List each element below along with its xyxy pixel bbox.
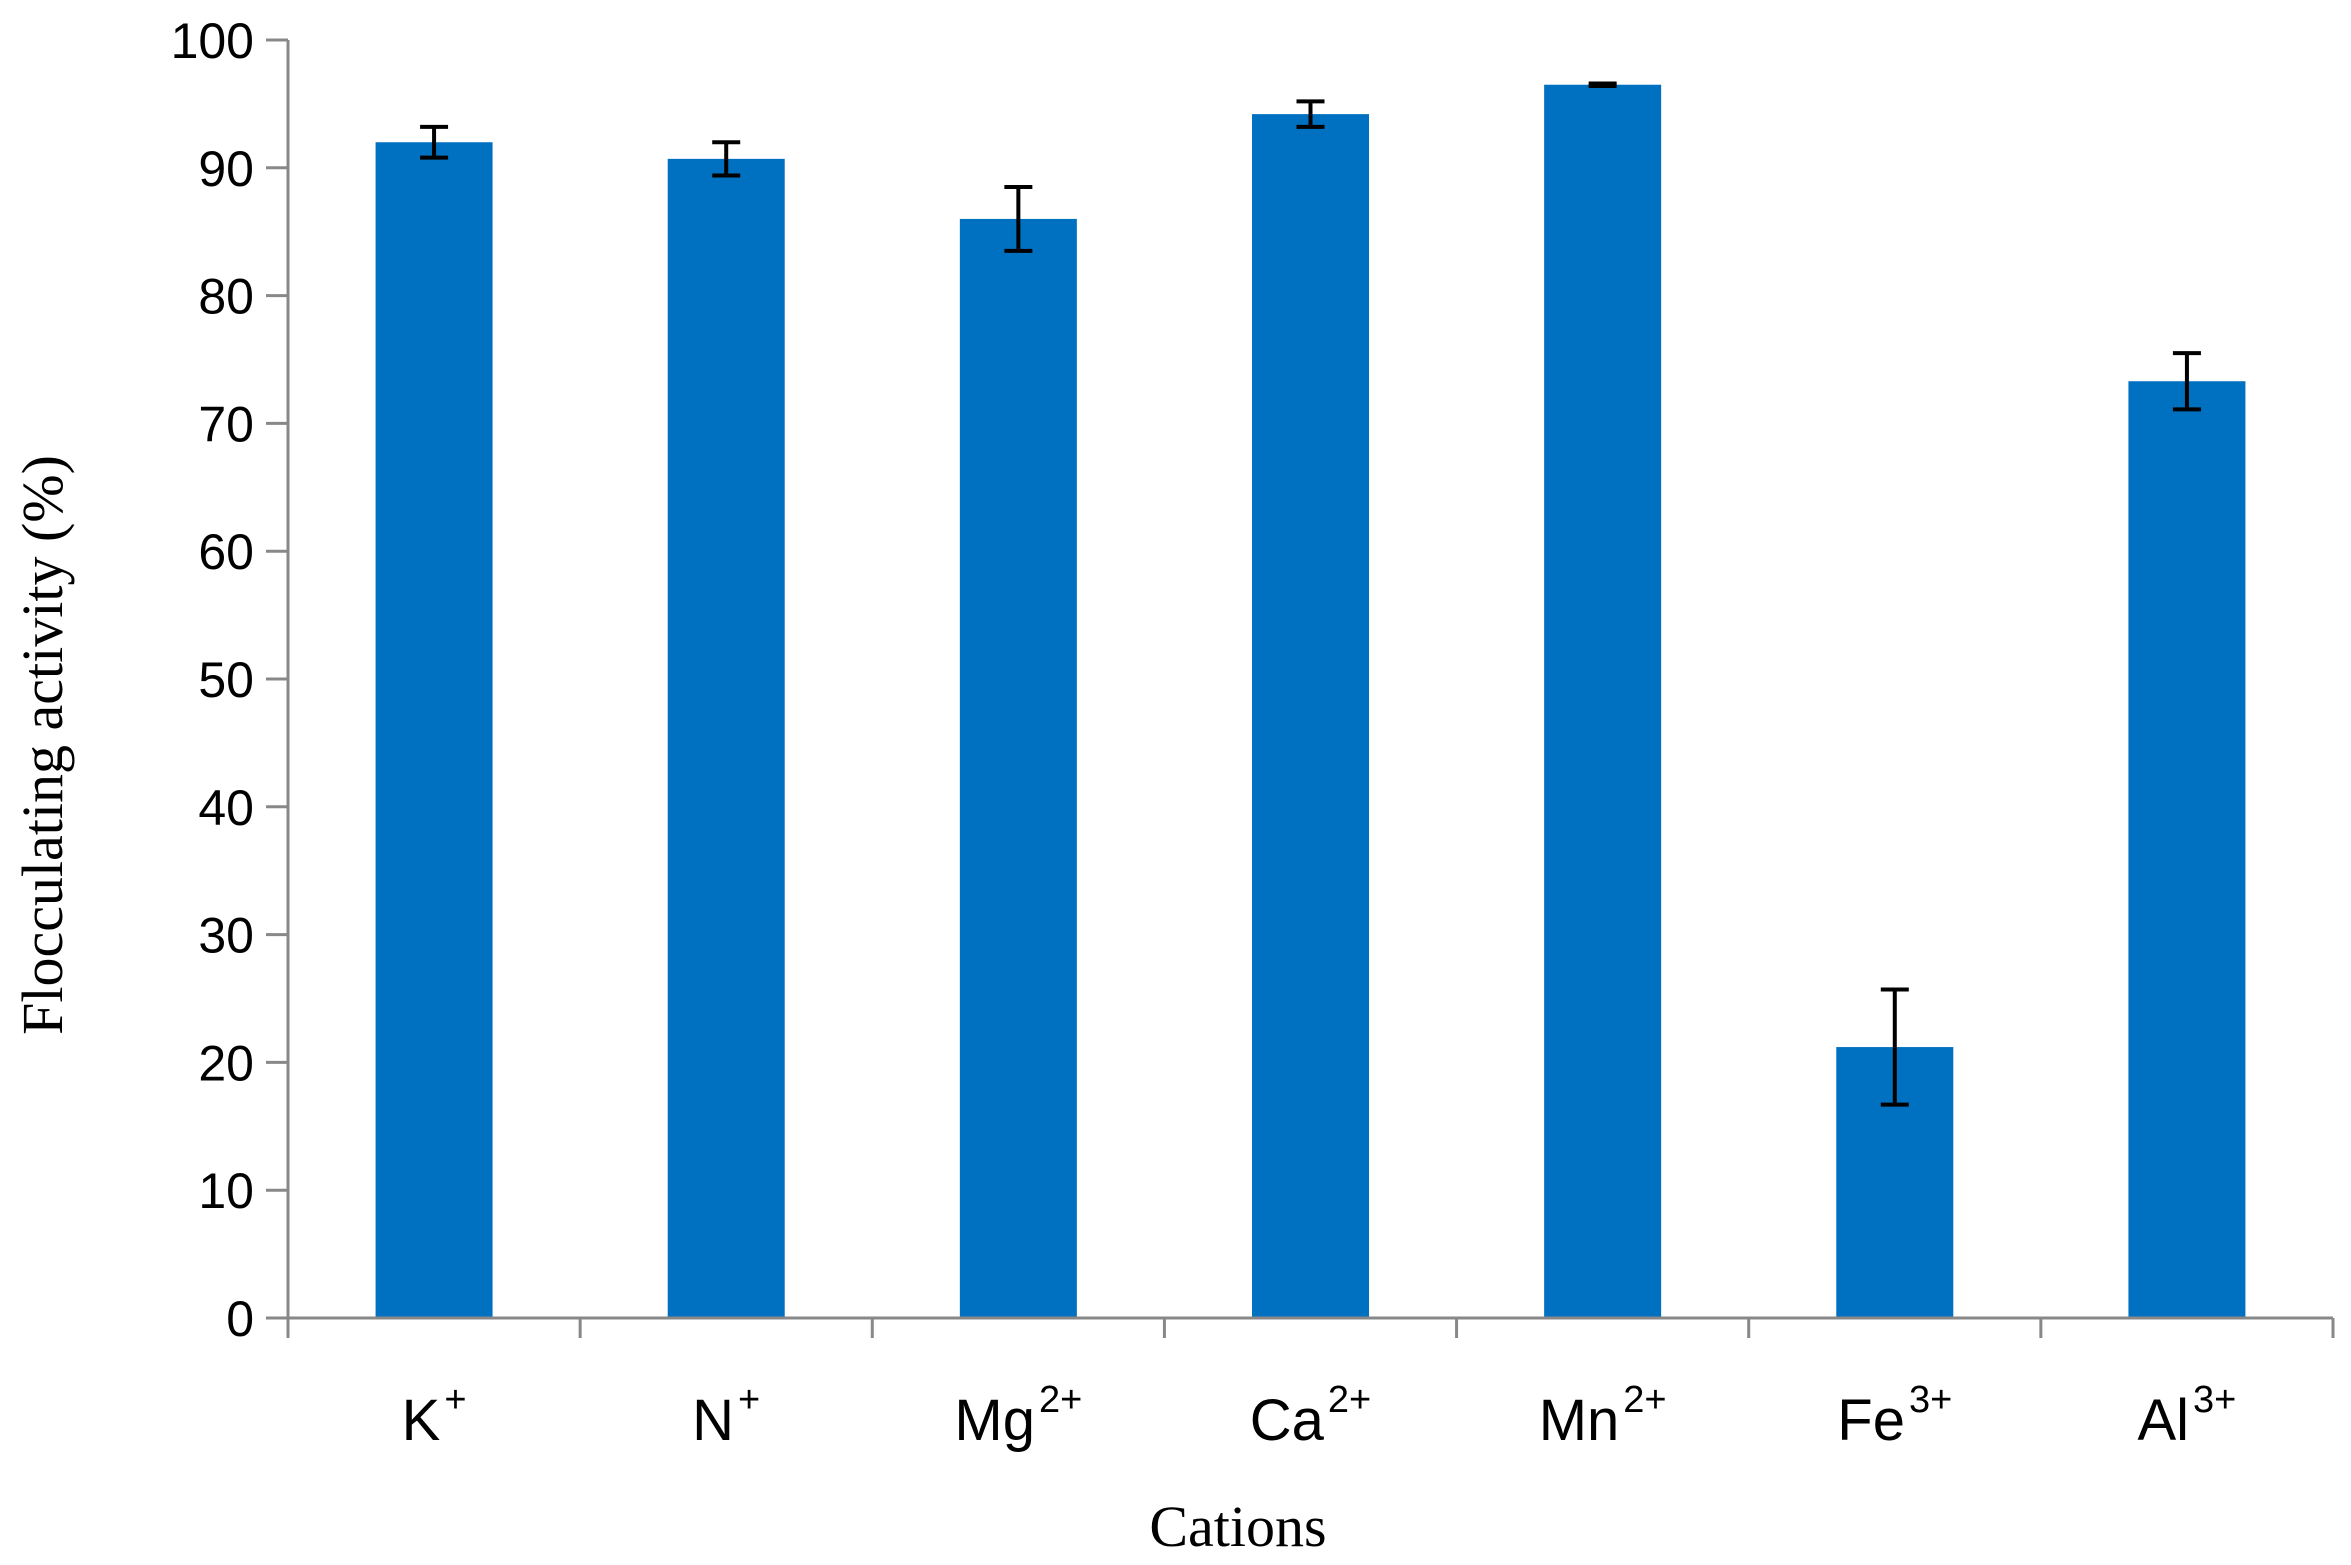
error-bar-fe — [1880, 987, 1909, 1107]
x-tick-label-k: K + — [402, 1379, 467, 1453]
x-tick-labels: K + N + Mg 2+ Ca 2+ Mn 2+ Fe 3+ Al 3+ — [402, 1379, 2237, 1453]
bars-group — [375, 84, 2246, 1319]
bar-ca — [1252, 114, 1369, 1318]
axes-group — [266, 38, 2335, 1338]
x-tick-label-n: N + — [692, 1379, 760, 1453]
y-tick-label-40: 40 — [198, 780, 254, 836]
y-axis-title: Flocculating activity (%) — [10, 455, 75, 1035]
y-tick-labels: 0 10 20 30 40 50 60 70 80 90 100 — [171, 13, 254, 1347]
x-tick-label-al: Al 3+ — [2137, 1379, 2236, 1453]
error-bar-mg — [1004, 184, 1033, 253]
error-bar-n — [712, 140, 741, 178]
x-axis-title: Cations — [1149, 1494, 1326, 1559]
error-bar-al — [2172, 351, 2201, 412]
bar-k — [375, 142, 493, 1319]
bar-mn — [1544, 84, 1662, 1319]
x-tick-label-mg: Mg 2+ — [954, 1379, 1082, 1453]
y-tick-label-30: 30 — [198, 908, 254, 964]
error-bar-k — [420, 124, 449, 160]
y-tick-label-10: 10 — [198, 1163, 254, 1219]
y-tick-label-20: 20 — [198, 1035, 254, 1091]
y-tick-label-60: 60 — [198, 524, 254, 580]
y-tick-label-100: 100 — [171, 13, 254, 69]
bar-n — [667, 158, 785, 1318]
error-bar-ca — [1296, 99, 1325, 129]
y-tick-label-0: 0 — [226, 1291, 254, 1347]
bar-al — [2128, 381, 2246, 1318]
x-tick-label-fe: Fe 3+ — [1837, 1379, 1952, 1453]
y-tick-label-50: 50 — [198, 652, 254, 708]
y-tick-label-90: 90 — [198, 141, 254, 197]
y-tick-label-70: 70 — [198, 396, 254, 452]
x-tick-label-ca: Ca 2+ — [1250, 1379, 1371, 1453]
x-tick-label-mn: Mn 2+ — [1539, 1379, 1667, 1453]
error-bar-mn — [1588, 81, 1617, 89]
bar-mg — [959, 218, 1077, 1318]
error-bars-group — [420, 81, 2201, 1107]
y-tick-label-80: 80 — [198, 269, 254, 325]
